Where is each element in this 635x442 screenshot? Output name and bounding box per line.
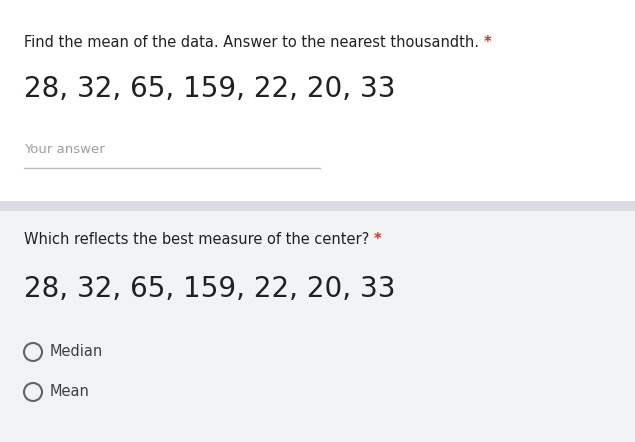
- Text: Which reflects the best measure of the center?: Which reflects the best measure of the c…: [24, 232, 374, 247]
- Text: *: *: [484, 35, 491, 50]
- Text: Find the mean of the data. Answer to the nearest thousandth.: Find the mean of the data. Answer to the…: [24, 35, 484, 50]
- Text: 28, 32, 65, 159, 22, 20, 33: 28, 32, 65, 159, 22, 20, 33: [24, 75, 396, 103]
- Text: Mean: Mean: [50, 385, 90, 400]
- Text: *: *: [374, 232, 382, 247]
- Text: Find the mean of the data. Answer to the nearest thousandth.: Find the mean of the data. Answer to the…: [24, 35, 484, 50]
- Text: Which reflects the best measure of the center?: Which reflects the best measure of the c…: [24, 232, 374, 247]
- Text: 28, 32, 65, 159, 22, 20, 33: 28, 32, 65, 159, 22, 20, 33: [24, 275, 396, 303]
- Bar: [0, 211, 635, 442]
- Bar: [0, 201, 635, 211]
- Text: Median: Median: [50, 344, 104, 359]
- Text: Your answer: Your answer: [24, 143, 105, 156]
